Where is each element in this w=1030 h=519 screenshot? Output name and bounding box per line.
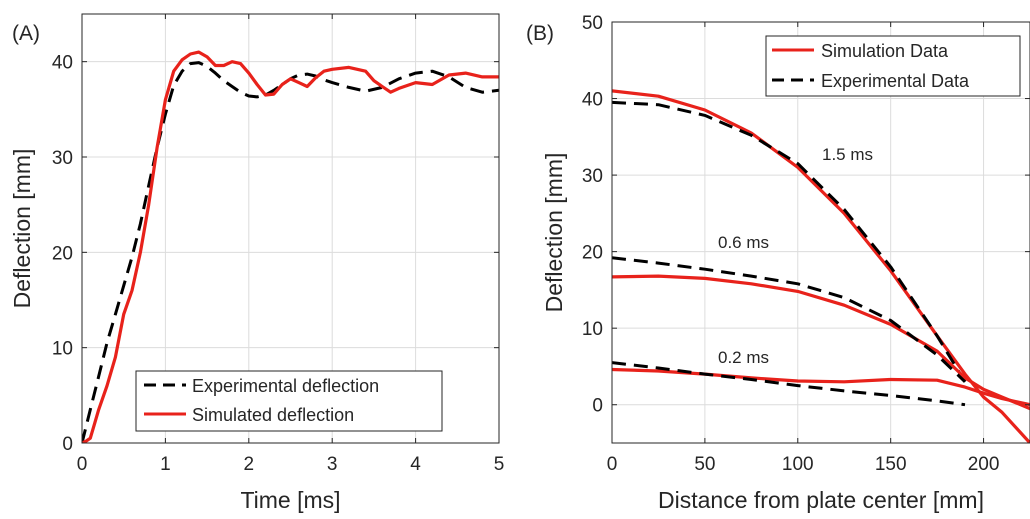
series-line-simulated-1-5-ms (612, 89, 1030, 443)
y-tick-label: 20 (52, 243, 73, 264)
y-tick-label: 40 (582, 90, 603, 111)
y-tick-label: 10 (52, 339, 73, 360)
panel-b-legend-box (765, 35, 1021, 97)
panel-a-series (82, 50, 499, 443)
y-tick-label: 20 (582, 243, 603, 264)
x-tick-label: 0 (607, 454, 618, 475)
x-tick-label: 5 (494, 454, 505, 475)
panel-a-legend-box (135, 370, 443, 432)
panel-b-x-axis-label: Distance from plate center [mm] (658, 487, 984, 513)
panel-b-grid (612, 22, 1030, 443)
series-line-simulated (82, 50, 499, 443)
y-tick-label: 30 (582, 166, 603, 187)
y-tick-label: 0 (62, 434, 73, 455)
series-line-experimental-0-2-ms (612, 361, 966, 407)
series-line-experimental-1-5-ms (612, 100, 967, 383)
panel-a-x-axis-label: Time [ms] (240, 487, 340, 513)
y-tick-label: 50 (582, 13, 603, 34)
panel-a: 0 1 2 3 4 5 0 10 20 30 40 Time [ms] Deflection [mm… (9, 13, 504, 513)
panel-a-legend: Experimental deflection Simulated deflec… (135, 370, 443, 432)
x-tick-label: 200 (968, 454, 1000, 475)
panel-b: 0 50 100 150 200 0 10 20 30 40 50 Distance from pl… (526, 13, 1030, 513)
y-tick-label: 30 (52, 148, 73, 169)
panel-b-y-axis-label: Deflection [mm] (541, 153, 567, 313)
series-line-simulated-0-2-ms (612, 367, 1030, 407)
panel-a-ticks: 0 1 2 3 4 5 0 10 20 30 40 (52, 14, 504, 475)
panel-b-legend: Simulation Data Experimental Data (765, 35, 1021, 97)
y-tick-label: 40 (52, 53, 73, 74)
x-tick-label: 50 (694, 454, 715, 475)
panel-b-ticks: 0 50 100 150 200 0 10 20 30 40 50 (582, 13, 1030, 475)
annotation-0-2-ms: 0.2 ms (718, 348, 769, 367)
series-line-simulated-0-6-ms (612, 274, 1030, 411)
series-line-experimental (82, 61, 499, 443)
x-tick-label: 100 (782, 454, 814, 475)
y-tick-label: 0 (592, 396, 603, 417)
panel-b-series (612, 89, 1030, 443)
panel-b-label: (B) (526, 22, 554, 45)
panel-a-grid (82, 14, 499, 443)
x-tick-label: 0 (77, 454, 88, 475)
panel-a-y-axis-label: Deflection [mm] (9, 149, 35, 309)
legend-label-simulated-deflection: Simulated deflection (192, 405, 354, 425)
x-tick-label: 150 (875, 454, 907, 475)
panel-b-frame (611, 21, 1030, 444)
annotation-1-5-ms: 1.5 ms (822, 145, 873, 164)
x-tick-label: 1 (160, 454, 171, 475)
y-tick-label: 10 (582, 319, 603, 340)
x-tick-label: 4 (410, 454, 421, 475)
panel-a-frame (81, 13, 500, 444)
legend-label-simulation-data: Simulation Data (821, 41, 949, 61)
panel-a-label: (A) (12, 22, 40, 45)
legend-label-experimental-deflection: Experimental deflection (192, 376, 379, 396)
x-tick-label: 2 (244, 454, 255, 475)
legend-label-experimental-data: Experimental Data (821, 71, 970, 91)
series-line-experimental-0-6-ms (612, 256, 967, 383)
x-tick-label: 3 (327, 454, 338, 475)
annotation-0-6-ms: 0.6 ms (718, 233, 769, 252)
